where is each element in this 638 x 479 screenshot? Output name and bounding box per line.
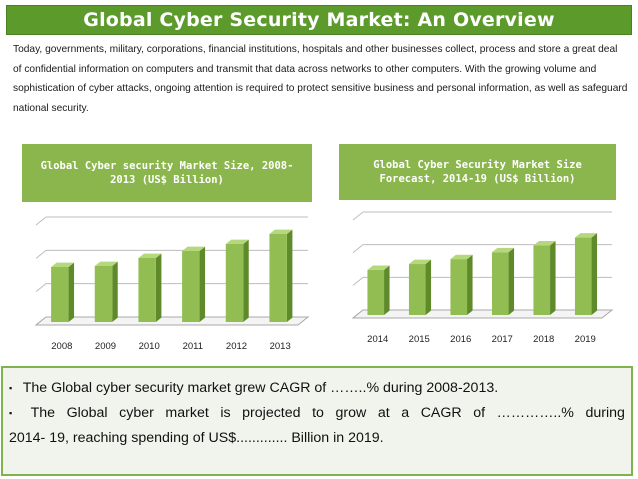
x-tick-label: 2012 [226, 341, 247, 352]
summary-line-2-word: at [377, 405, 390, 421]
bar-top [450, 254, 473, 260]
bar-side [199, 246, 206, 322]
bar-2018 [533, 241, 556, 315]
gridline-depth [352, 211, 364, 221]
x-tick-label: 2013 [270, 341, 291, 352]
bar-front [269, 234, 287, 322]
summary-line-2-word: market [165, 405, 209, 421]
summary-line-2-word: Global [66, 405, 108, 421]
bar-side [243, 239, 249, 322]
bar-top [408, 259, 432, 265]
x-tick-label: 2009 [95, 341, 116, 352]
bar-2009 [94, 261, 118, 322]
bar-side [155, 253, 162, 322]
bar-front [94, 266, 113, 322]
bar-side [384, 265, 390, 315]
x-tick-label: 2010 [139, 341, 160, 352]
bar-front [491, 252, 509, 315]
gridlines [352, 211, 612, 319]
bar-front [533, 245, 551, 315]
bar-front [51, 267, 69, 322]
bar-side [591, 233, 598, 315]
bar-2013 [269, 229, 293, 322]
chart-floor [351, 309, 614, 319]
bar-top [51, 262, 75, 267]
x-tick-label: 2008 [51, 341, 72, 352]
bar-2008 [51, 262, 75, 322]
summary-line-2-word: during [585, 405, 625, 421]
bar-2010 [138, 253, 162, 322]
bar-front [450, 259, 468, 315]
summary-line-2-word: of [473, 405, 486, 421]
gridline-depth [35, 283, 47, 293]
bar-front [367, 269, 385, 315]
summary-line-2-word: is [220, 405, 231, 421]
gridline-depth [352, 276, 364, 286]
page-title: Global Cyber Security Market: An Overvie… [6, 5, 632, 35]
bar-front [574, 237, 592, 315]
x-tick-label: 2019 [575, 334, 596, 345]
gridline-depth [35, 249, 47, 259]
bar-side [425, 259, 432, 315]
bar-top [269, 229, 293, 234]
bar-front [225, 244, 244, 322]
chart2-plot: 2014 2015 2016 2017 2018 2019 [351, 211, 614, 345]
summary-line-3: 2014- 19, reaching spending of US$......… [9, 430, 384, 446]
bar-top [94, 261, 118, 266]
bar-front [408, 264, 426, 315]
bar-side [68, 262, 75, 322]
bar-top [491, 247, 515, 253]
x-tick-label: 2017 [492, 334, 513, 345]
bar-front [138, 258, 156, 322]
summary-line-1: ▪ The Global cyber security market grew … [9, 376, 625, 401]
bar-top [225, 239, 249, 244]
bar-2011 [182, 246, 206, 322]
intro-paragraph: Today, governments, military, corporatio… [13, 44, 628, 114]
summary-panel: ▪ The Global cyber security market grew … [1, 366, 633, 476]
summary-line-2-word: grow [335, 405, 367, 421]
bar-2017 [491, 247, 515, 315]
bullet-icon: ▪ [9, 408, 13, 418]
bar-2012 [225, 239, 249, 322]
bar-top [182, 246, 206, 251]
x-tick-label: 2016 [450, 334, 471, 345]
summary-line-2-word: to [312, 405, 324, 421]
bar-top [367, 265, 390, 270]
summary-line-2-word: The [30, 405, 56, 421]
summary-line-2-word: …………..% [496, 405, 574, 421]
x-tick-label: 2014 [367, 334, 388, 345]
chart2-title: Global Cyber Security Market Size Foreca… [339, 144, 616, 200]
bar-side [550, 241, 556, 315]
x-tick-label: 2011 [183, 341, 203, 352]
summary-line-2-word: a [401, 405, 410, 421]
bar-side [286, 229, 293, 322]
bar-front [182, 251, 200, 322]
bar-top [533, 241, 556, 246]
bar-2019 [574, 233, 598, 315]
bar-top [138, 253, 162, 258]
chart1-title: Global Cyber security Market Size, 2008-… [22, 144, 312, 202]
bar-2014 [367, 265, 390, 315]
bar-side [508, 247, 515, 315]
bar-2015 [408, 259, 432, 315]
summary-line-2-word: cyber [119, 405, 154, 421]
chart-floor [34, 316, 310, 326]
summary-line-2-word: CAGR [420, 405, 462, 421]
bar-top [574, 233, 598, 238]
chart1-plot: 2008 2009 2010 2011 2012 2013 [34, 216, 310, 352]
gridlines [35, 216, 308, 326]
bar-side [467, 254, 473, 315]
summary-line-1-text: The Global cyber security market grew CA… [22, 380, 499, 396]
x-tick-label: 2018 [533, 334, 554, 345]
x-tick-label: 2015 [409, 334, 430, 345]
gridline-depth [352, 244, 364, 254]
bar-side [112, 261, 118, 322]
summary-line-2: ▪ The Global cyber market is projected to grow a… [9, 401, 625, 426]
summary-line-2-word: projected [242, 405, 301, 421]
gridline-depth [35, 216, 47, 226]
bullet-icon: ▪ [9, 383, 13, 393]
bar-2016 [450, 254, 473, 315]
